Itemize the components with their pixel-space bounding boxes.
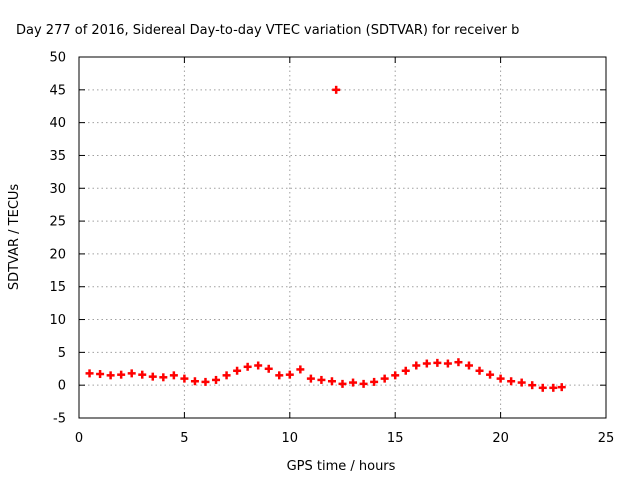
y-tick-label: 0: [58, 379, 66, 394]
data-point: [464, 361, 473, 370]
data-point: [127, 369, 136, 378]
data-point: [338, 379, 347, 388]
x-tick-label: 20: [492, 431, 509, 446]
data-point: [296, 365, 305, 374]
y-tick-label: -5: [53, 412, 66, 427]
x-tick-label: 25: [598, 431, 615, 446]
data-point: [275, 371, 284, 380]
data-point: [370, 377, 379, 386]
data-point: [496, 374, 505, 383]
data-point: [85, 369, 94, 378]
x-tick-label: 5: [180, 431, 188, 446]
y-axis-label: SDTVAR / TECUs: [7, 184, 22, 291]
y-tick-label: 50: [49, 51, 66, 66]
y-tick-label: 30: [49, 182, 66, 197]
x-tick-label: 15: [387, 431, 404, 446]
data-point: [391, 371, 400, 380]
y-tick-labels: -5 0 5 10 15 20 25 30 35 40 45 50: [49, 51, 66, 427]
data-point: [243, 362, 252, 371]
data-point: [475, 366, 484, 375]
x-tick-label: 10: [282, 431, 299, 446]
y-tick-label: 5: [58, 346, 66, 361]
data-point: [138, 370, 147, 379]
data-point: [106, 371, 115, 380]
data-point: [148, 372, 157, 381]
data-point: [380, 374, 389, 383]
data-point: [201, 377, 210, 386]
data-point: [528, 381, 537, 390]
data-point: [264, 364, 273, 373]
data-point: [443, 359, 452, 368]
data-point: [433, 358, 442, 367]
data-point: [233, 366, 242, 375]
y-tick-label: 45: [49, 83, 66, 98]
plot-frame: [78, 56, 607, 419]
data-points: [85, 85, 566, 392]
data-point: [212, 375, 221, 384]
y-tick-label: 25: [49, 215, 66, 230]
data-point: [557, 383, 566, 392]
data-point: [486, 370, 495, 379]
data-point: [306, 374, 315, 383]
y-tick-label: 15: [49, 280, 66, 295]
data-point: [169, 371, 178, 380]
y-tick-label: 35: [49, 149, 66, 164]
data-point: [285, 370, 294, 379]
data-point: [117, 370, 126, 379]
data-point: [401, 366, 410, 375]
y-tick-label: 20: [49, 247, 66, 262]
chart-title: Day 277 of 2016, Sidereal Day-to-day VTE…: [16, 23, 519, 38]
data-point: [517, 378, 526, 387]
data-point: [222, 371, 231, 380]
data-point: [96, 370, 105, 379]
data-point: [412, 361, 421, 370]
tick-marks: [78, 56, 607, 419]
data-point: [359, 379, 368, 388]
x-tick-label: 0: [75, 431, 83, 446]
data-point: [422, 359, 431, 368]
x-axis-label: GPS time / hours: [287, 459, 396, 474]
data-point: [190, 377, 199, 386]
data-point: [317, 375, 326, 384]
data-point: [507, 377, 516, 386]
data-point: [254, 361, 263, 370]
data-point: [327, 377, 336, 386]
data-point: [159, 373, 168, 382]
x-tick-labels: 0 5 10 15 20 25: [75, 431, 614, 446]
gridlines: [79, 57, 606, 418]
y-tick-label: 40: [49, 116, 66, 131]
y-tick-label: 10: [49, 313, 66, 328]
data-point: [332, 85, 341, 94]
data-point: [180, 374, 189, 383]
data-point: [538, 383, 547, 392]
data-point: [349, 378, 358, 387]
data-point: [454, 358, 463, 367]
data-point: [549, 383, 558, 392]
